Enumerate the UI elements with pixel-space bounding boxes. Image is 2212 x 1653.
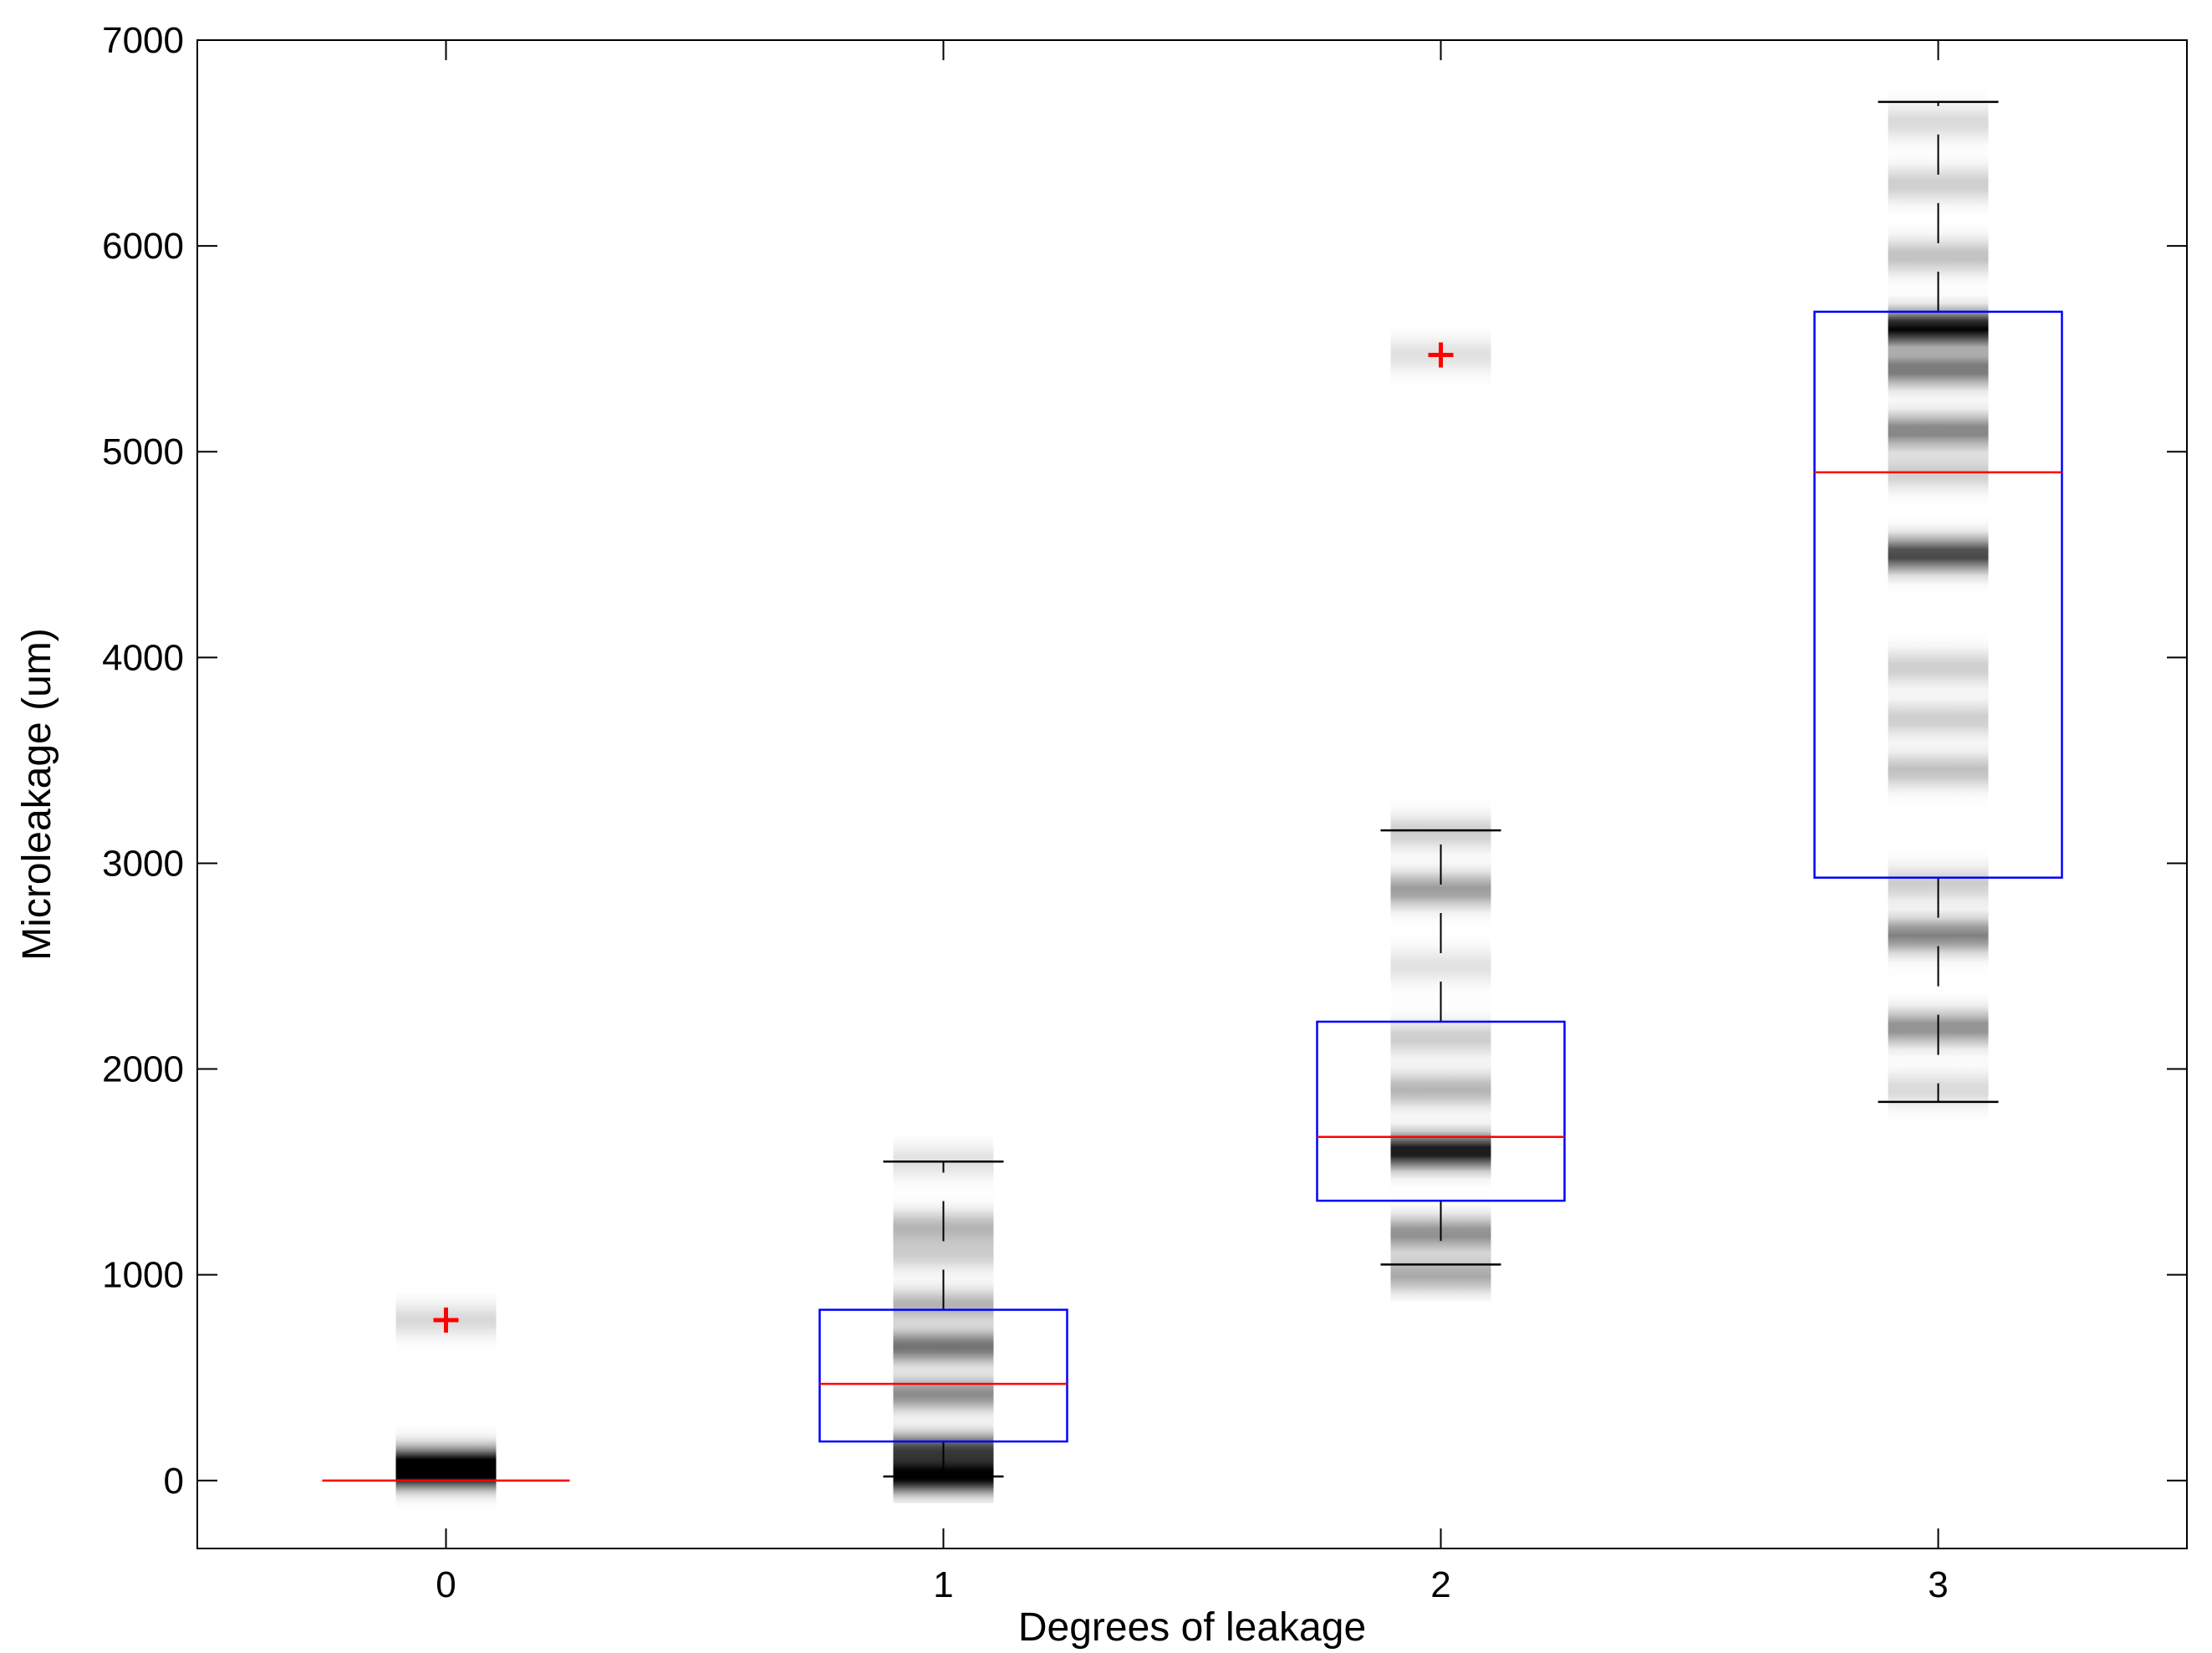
y-tick-label: 0 [164, 1461, 184, 1502]
density-strip [1390, 328, 1491, 1302]
density-strips [395, 74, 1989, 1508]
y-tick-label: 1000 [102, 1255, 184, 1296]
plot-frame [196, 39, 2188, 1549]
y-tick-label: 7000 [102, 20, 184, 61]
y-tick-label: 4000 [102, 637, 184, 678]
x-tick-label: 1 [933, 1564, 953, 1605]
y-tick-label: 6000 [102, 226, 184, 267]
x-axis-label: Degrees of leakage [1018, 1605, 1366, 1650]
y-axis-label: Microleakage (um) [15, 628, 59, 960]
y-tick-label: 5000 [102, 431, 184, 472]
y-tick-label: 2000 [102, 1049, 184, 1090]
x-tick-label: 2 [1430, 1564, 1450, 1605]
axes: 0 1000 2000 3000 4000 5000 6000 7000 0 1 2 3 [102, 20, 2188, 1605]
iqr-box [1813, 310, 2063, 879]
y-tick-label: 3000 [102, 843, 184, 884]
x-tick-label: 0 [436, 1564, 456, 1605]
iqr-box [1316, 1020, 1566, 1202]
iqr-box [818, 1309, 1068, 1443]
box-layer [322, 100, 2063, 1482]
x-tick-label: 3 [1928, 1564, 1948, 1605]
